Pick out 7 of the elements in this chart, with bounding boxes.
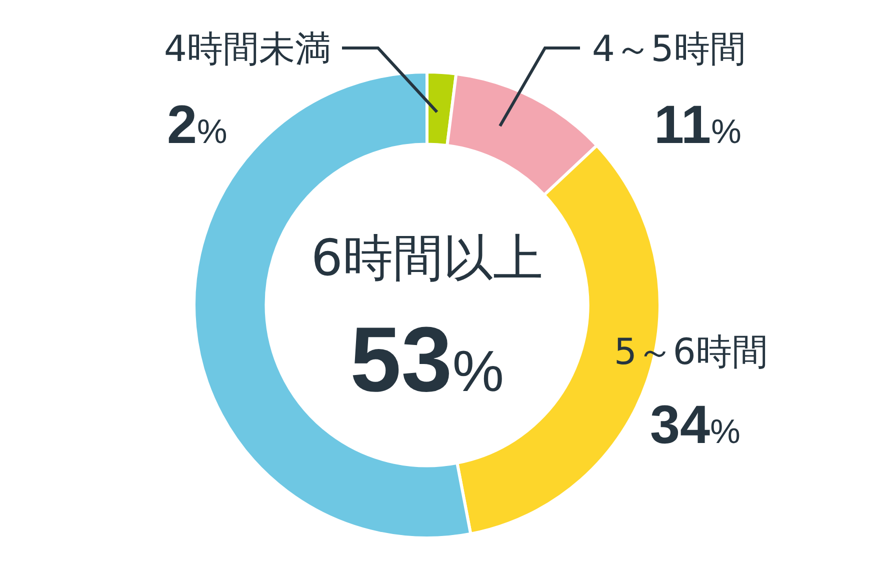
slice-label: 4～5時間 bbox=[592, 29, 746, 70]
data-label: 53% bbox=[350, 309, 504, 411]
data-label: 11% bbox=[654, 95, 742, 155]
slice-label: 4時間未満 bbox=[164, 29, 331, 70]
slice-label: 6時間以上 bbox=[311, 229, 543, 287]
data-label: 2% bbox=[167, 95, 228, 155]
data-label: 34% bbox=[650, 395, 740, 455]
